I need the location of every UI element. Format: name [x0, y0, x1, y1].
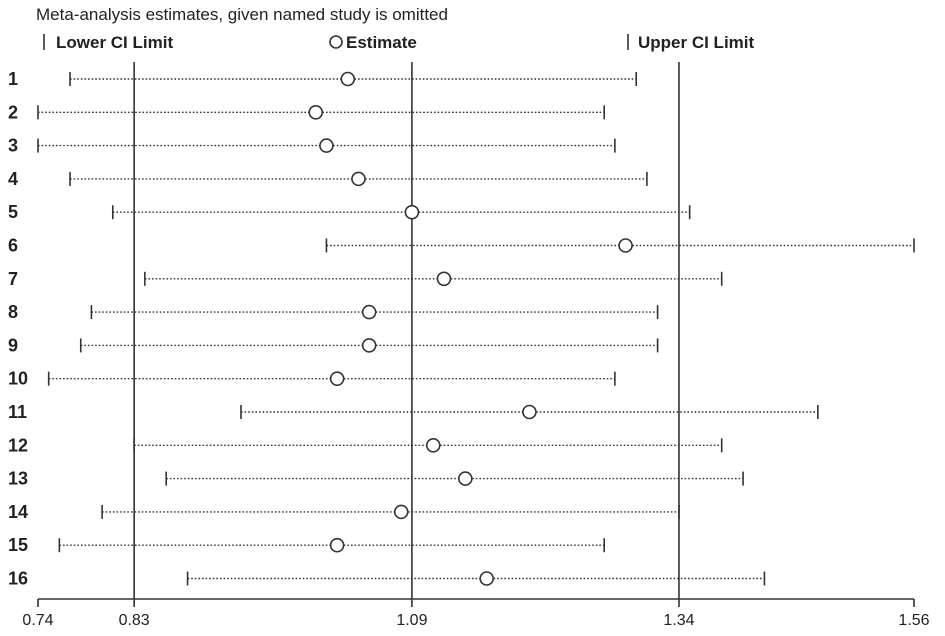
legend-lower-label: Lower CI Limit [56, 33, 173, 52]
study-label: 1 [8, 69, 18, 89]
estimate-point [329, 537, 345, 553]
estimate-point [479, 571, 494, 586]
estimate-point [361, 304, 377, 320]
estimate-point [351, 171, 366, 187]
estimate-point [522, 404, 537, 420]
study-label: 14 [8, 502, 28, 522]
legend-estimate-label: Estimate [346, 33, 417, 52]
legend-estimate-marker [329, 35, 343, 49]
estimate-point [329, 371, 345, 387]
study-label: 10 [8, 369, 28, 389]
x-tick-label: 1.34 [663, 612, 694, 629]
study-label: 5 [8, 202, 18, 222]
study-label: 6 [8, 236, 18, 256]
plot-area: 0.74 0.83 1.09 1.34 1.5612345678910111213141… [8, 62, 930, 629]
study-label: 15 [8, 535, 28, 555]
x-tick-label: 1.09 [396, 612, 427, 629]
estimate-point [393, 504, 409, 520]
estimate-point [618, 238, 633, 253]
estimate-point [319, 138, 334, 153]
estimate-point [361, 338, 377, 353]
estimate-point [308, 105, 324, 120]
study-label: 3 [8, 136, 18, 156]
study-label: 4 [8, 169, 18, 189]
estimate-point [436, 271, 452, 287]
estimate-point [404, 204, 420, 220]
x-tick-label: 0.74 [22, 612, 53, 629]
legend-upper-label: Upper CI Limit [638, 33, 755, 52]
estimate-point [425, 437, 441, 453]
study-label: 9 [8, 335, 18, 355]
study-label: 13 [8, 469, 28, 489]
study-label: 8 [8, 302, 18, 322]
estimate-point [340, 71, 356, 87]
study-label: 7 [8, 269, 18, 289]
study-label: 12 [8, 435, 28, 455]
study-label: 2 [8, 102, 18, 122]
chart-title: Meta-analysis estimates, given named stu… [36, 5, 448, 24]
study-label: 11 [8, 402, 27, 422]
x-tick-label: 1.56 [898, 612, 929, 629]
x-tick-label: 0.83 [119, 612, 150, 629]
study-label: 16 [8, 569, 28, 589]
legend: Lower CI Limit Estimate Upper CI Limit [43, 33, 755, 52]
estimate-point [458, 471, 473, 486]
